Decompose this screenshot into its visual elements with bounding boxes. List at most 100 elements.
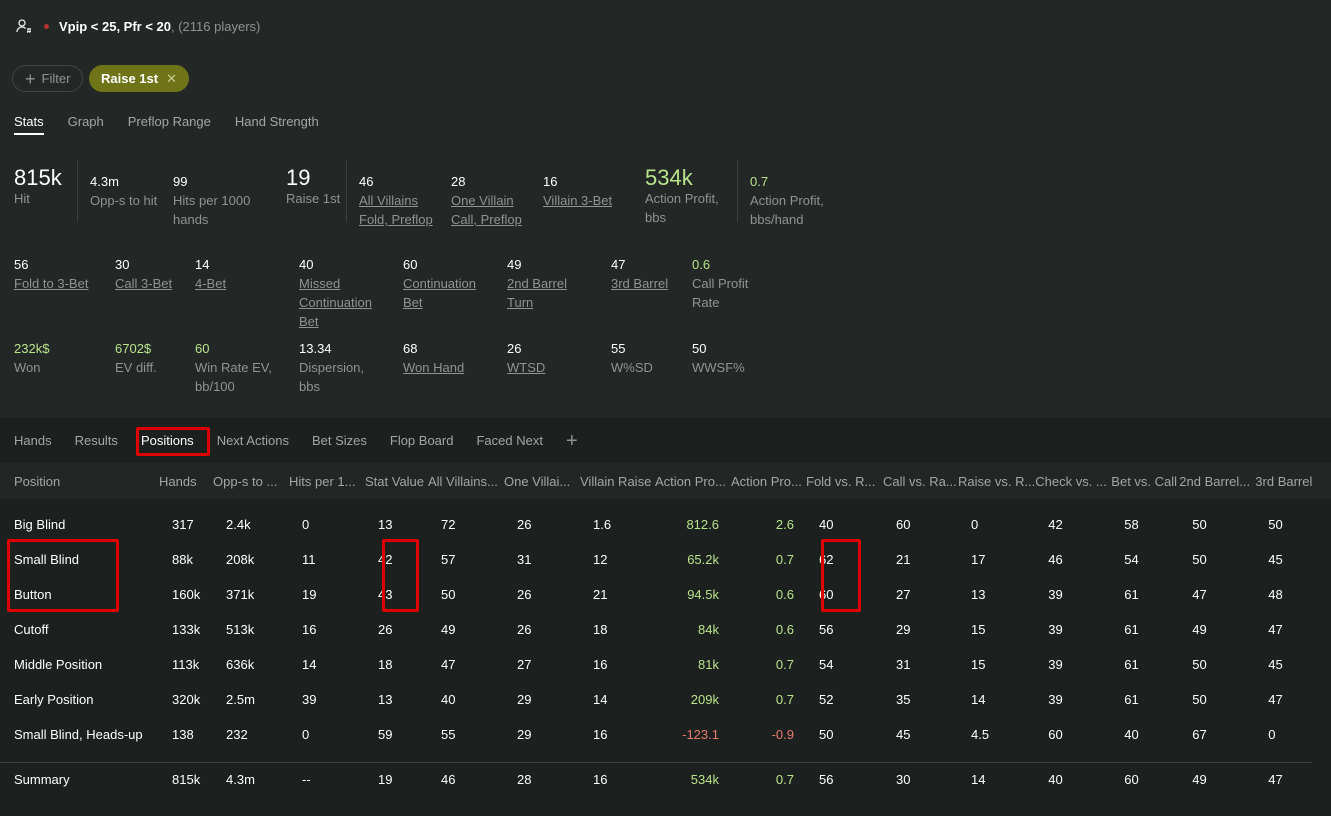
column-header[interactable]: Stat Value — [365, 473, 425, 489]
position-name: Small Blind, Heads-up — [14, 727, 143, 742]
highlight-box — [382, 539, 419, 612]
stat-label[interactable]: 3rd Barrel — [611, 276, 669, 291]
stat-value: 30 — [115, 257, 130, 272]
tab-positions[interactable]: Positions — [140, 433, 194, 448]
stat-item[interactable]: 26 WTSD — [507, 339, 545, 377]
cell-value: 50 — [819, 727, 834, 742]
column-header[interactable]: 3rd Barrel — [1255, 473, 1313, 489]
active-filter-chip[interactable]: Raise 1st ✕ — [89, 65, 189, 92]
cell-value: 50 — [1192, 692, 1207, 707]
table-row[interactable]: Button 160k 371k 19 43 50 26 21 94.5k 0.6 60 27 13 39… — [0, 577, 1312, 612]
stat-label[interactable]: Continuation Bet — [403, 276, 476, 310]
cell-value: 47 — [1255, 761, 1313, 797]
stat-item: 55 W%SD — [611, 339, 653, 377]
cell-value: 47 — [441, 657, 456, 672]
column-header[interactable]: All Villains... — [428, 473, 498, 489]
close-icon[interactable]: ✕ — [166, 70, 177, 86]
column-header[interactable]: 2nd Barrel... — [1179, 473, 1251, 489]
stat-item[interactable]: 28 One Villain Call, Preflop — [451, 172, 522, 229]
table-row[interactable]: Early Position 320k 2.5m 39 13 40 29 14 209k 0.7 5… — [0, 682, 1312, 717]
tab-hands[interactable]: Hands — [14, 433, 52, 448]
stat-item[interactable]: 68 Won Hand — [403, 339, 464, 377]
stat-item[interactable]: 47 3rd Barrel — [611, 255, 668, 293]
summary-row[interactable]: Summary 815k 4.3m -- 19 46 28 16 534k 0.7 56 30 14 40… — [0, 761, 1313, 797]
stat-item[interactable]: 56 Fold to 3-Bet — [14, 255, 88, 293]
cell-value: 513k — [226, 622, 255, 637]
stat-item[interactable]: 40 Missed Continuation Bet — [299, 255, 372, 331]
cell-value: 0.6 — [775, 587, 794, 602]
stat-label[interactable]: Missed Continuation Bet — [299, 276, 372, 329]
cell-value: 133k — [172, 622, 201, 637]
stat-label[interactable]: Villain 3-Bet — [543, 193, 613, 208]
column-header[interactable]: Position — [14, 473, 61, 489]
cell-value: 815k — [159, 761, 213, 797]
stat-item: 0.7 Action Profit, bbs/hand — [750, 172, 824, 229]
tab-stats[interactable]: Stats — [14, 114, 44, 135]
tab-hand-strength[interactable]: Hand Strength — [234, 114, 319, 129]
column-header[interactable]: One Villai... — [504, 473, 571, 489]
stat-item[interactable]: 16 Villain 3-Bet — [543, 172, 612, 210]
stat-label[interactable]: Won Hand — [403, 360, 465, 375]
tab-flop-board[interactable]: Flop Board — [389, 433, 454, 448]
tab-results[interactable]: Results — [74, 433, 118, 448]
cell-value: 47 — [1268, 692, 1283, 707]
cell-value: 54 — [1124, 552, 1139, 567]
cell-value: 65.2k — [687, 552, 719, 567]
stat-item[interactable]: 60 Continuation Bet — [403, 255, 476, 312]
table-row[interactable]: Middle Position 113k 636k 14 18 47 27 16 81k 0.7 5… — [0, 647, 1312, 682]
table-row[interactable]: Cutoff 133k 513k 16 26 49 26 18 84k 0.6 56 29 15 39 61… — [0, 612, 1312, 647]
cell-value: 50 — [441, 587, 456, 602]
stat-label[interactable]: 4-Bet — [195, 276, 227, 291]
table-row[interactable]: Small Blind, Heads-up 138 232 0 59 55 29 16 -123… — [0, 717, 1312, 752]
cell-value: 42 — [378, 552, 393, 567]
stat-item[interactable]: 46 All Villains Fold, Preflop — [359, 172, 433, 229]
stat-item: 50 WWSF% — [692, 339, 745, 377]
stat-item: 534k Action Profit, bbs — [645, 165, 719, 227]
column-header[interactable]: Opp-s to ... — [213, 473, 278, 489]
stat-label[interactable]: 2nd Barrel Turn — [507, 276, 567, 310]
cell-value: 15 — [971, 622, 986, 637]
column-header[interactable]: Action Pro... — [655, 473, 726, 489]
tab-next-actions[interactable]: Next Actions — [216, 433, 289, 448]
stat-label[interactable]: Call 3-Bet — [115, 276, 173, 291]
stat-value: 28 — [451, 174, 466, 189]
column-header[interactable]: Hands — [159, 473, 197, 489]
stat-item: 19 Raise 1st — [286, 165, 340, 208]
cell-value: 0 — [971, 517, 979, 532]
tab-bet-sizes[interactable]: Bet Sizes — [311, 433, 367, 448]
table-row[interactable]: Big Blind 317 2.4k 0 13 72 26 1.6 812.6 2.6 40 60 0 4… — [0, 507, 1312, 542]
stat-label: Action Profit, bbs — [645, 191, 719, 225]
stat-label[interactable]: One Villain Call, Preflop — [451, 193, 522, 227]
positions-table: Position Hands Opp-s to ... Hits per 1... St… — [0, 463, 1313, 797]
cell-value: 60 — [1111, 761, 1180, 797]
cell-value: 0.7 — [731, 761, 806, 797]
cell-value: 0.6 — [775, 622, 794, 637]
column-header[interactable]: Villain Raise — [580, 473, 652, 489]
add-filter-button[interactable]: + Filter — [12, 65, 84, 92]
stat-item[interactable]: 30 Call 3-Bet — [115, 255, 172, 293]
column-header[interactable]: Fold vs. R... — [806, 473, 876, 489]
add-tab-plus-icon[interactable]: + — [565, 429, 578, 452]
stat-label[interactable]: All Villains Fold, Preflop — [359, 193, 433, 227]
column-header[interactable]: Raise vs. R... — [958, 473, 1036, 489]
column-header[interactable]: Check vs. ... — [1035, 473, 1107, 489]
stat-item: 4.3m Opp-s to hit — [90, 172, 157, 210]
stat-item[interactable]: 14 4-Bet — [195, 255, 226, 293]
cell-value: 39 — [1048, 622, 1063, 637]
tab-graph[interactable]: Graph — [67, 114, 104, 129]
column-header[interactable]: Action Pro... — [731, 473, 802, 489]
stat-label[interactable]: Fold to 3-Bet — [14, 276, 89, 291]
stat-value: 232k$ — [14, 341, 50, 356]
table-row[interactable]: Small Blind 88k 208k 11 42 57 31 12 65.2k 0.7 62 21… — [0, 542, 1312, 577]
stat-label[interactable]: WTSD — [507, 360, 546, 375]
cell-value: 81k — [698, 657, 719, 672]
column-header[interactable]: Hits per 1... — [289, 473, 356, 489]
column-header[interactable]: Call vs. Ra... — [883, 473, 957, 489]
stat-value: 0.7 — [750, 174, 769, 189]
column-header[interactable]: Bet vs. Call — [1111, 473, 1178, 489]
tab-preflop-range[interactable]: Preflop Range — [127, 114, 211, 129]
table-header: Position Hands Opp-s to ... Hits per 1... St… — [0, 463, 1312, 499]
stat-item[interactable]: 49 2nd Barrel Turn — [507, 255, 567, 312]
tab-faced-next[interactable]: Faced Next — [476, 433, 543, 448]
cell-value: 29 — [517, 727, 532, 742]
